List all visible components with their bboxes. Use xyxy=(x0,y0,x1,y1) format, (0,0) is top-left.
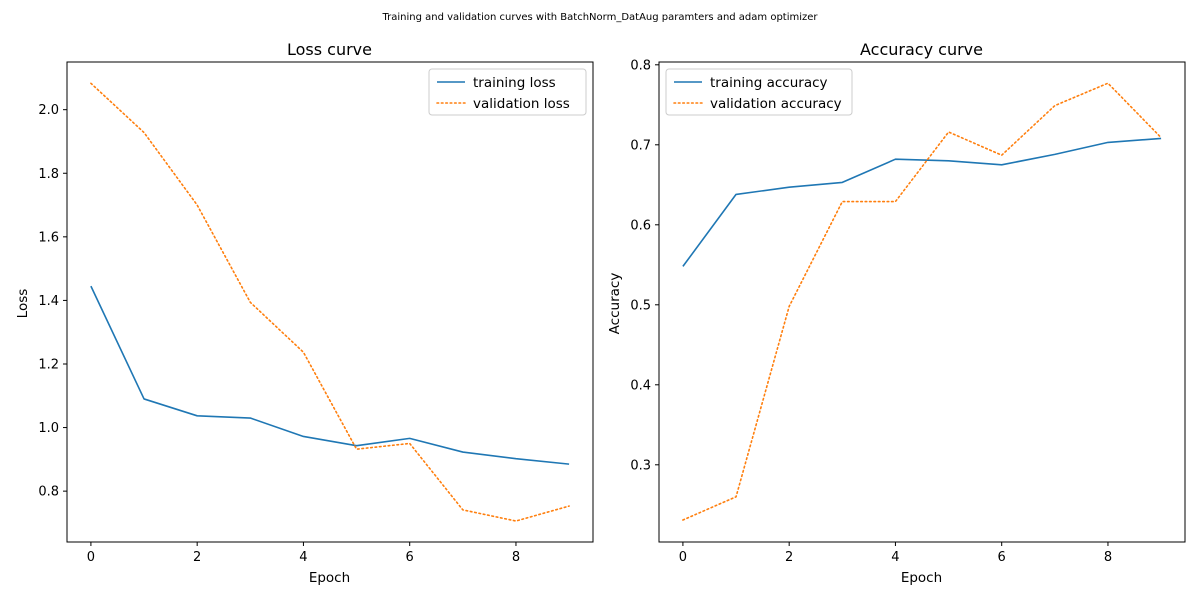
accuracy-chart-xtick-label: 2 xyxy=(785,550,793,565)
loss-chart-xlabel: Epoch xyxy=(309,570,350,586)
accuracy-chart-xlabel: Epoch xyxy=(901,570,942,586)
accuracy-chart-xtick-label: 4 xyxy=(891,550,899,565)
loss-chart-ylabel: Loss xyxy=(15,289,31,319)
loss-chart-xtick-label: 4 xyxy=(299,550,307,565)
loss-chart-xtick-label: 0 xyxy=(87,550,95,565)
accuracy-chart-xtick-label: 6 xyxy=(998,550,1006,565)
loss-chart-ytick-label: 1.0 xyxy=(38,421,59,436)
loss-chart-legend-box xyxy=(428,68,587,116)
accuracy-chart-legend-label: training accuracy xyxy=(710,75,828,91)
loss-chart-xtick-label: 6 xyxy=(406,550,414,565)
accuracy-chart-title: Accuracy curve xyxy=(860,40,983,59)
loss-chart-ytick-label: 1.6 xyxy=(38,230,59,245)
loss-chart-plot-frame xyxy=(66,61,594,543)
loss-chart-title: Loss curve xyxy=(287,40,372,59)
figure-suptitle: Training and validation curves with Batc… xyxy=(381,12,818,23)
accuracy-chart-ytick-label: 0.3 xyxy=(630,458,651,473)
accuracy-chart-series-validation-line xyxy=(682,82,1162,521)
loss-chart: Loss curve Epoch Loss 0 2 4 6 8 0.8 1.0 1.2 1.4 1… xyxy=(15,40,594,586)
accuracy-chart-ytick-label: 0.6 xyxy=(630,218,651,233)
accuracy-chart-legend-label: validation accuracy xyxy=(710,96,842,112)
loss-chart-series-validation-line xyxy=(90,82,570,522)
loss-chart-legend-label: training loss xyxy=(473,75,556,91)
loss-chart-ytick-label: 0.8 xyxy=(38,485,59,500)
accuracy-chart-legend: training accuracy validation accuracy xyxy=(665,68,853,116)
accuracy-chart-ylabel: Accuracy xyxy=(607,273,623,335)
loss-chart-xtick-label: 8 xyxy=(512,550,520,565)
accuracy-chart-series-training-line xyxy=(682,137,1162,267)
loss-chart-ytick-label: 2.0 xyxy=(38,103,59,118)
accuracy-chart-plot-frame xyxy=(658,61,1186,543)
accuracy-chart-ytick-label: 0.5 xyxy=(630,298,651,313)
accuracy-chart-xtick-label: 0 xyxy=(679,550,687,565)
loss-chart-ytick-label: 1.2 xyxy=(38,357,59,372)
accuracy-chart-ytick-label: 0.4 xyxy=(630,378,651,393)
accuracy-chart-legend-box xyxy=(665,68,853,116)
accuracy-chart-ytick-label: 0.7 xyxy=(630,138,651,153)
accuracy-chart: Accuracy curve Epoch Accuracy 0 2 4 6 8 0.3 0.… xyxy=(607,40,1186,586)
loss-chart-ytick-label: 1.4 xyxy=(38,294,59,309)
loss-chart-legend: training loss validation loss xyxy=(428,68,587,116)
loss-chart-xtick-label: 2 xyxy=(193,550,201,565)
accuracy-chart-xtick-label: 8 xyxy=(1104,550,1112,565)
loss-chart-ytick-label: 1.8 xyxy=(38,167,59,182)
accuracy-chart-ytick-label: 0.8 xyxy=(630,58,651,73)
loss-chart-series-training-line xyxy=(90,285,570,465)
loss-chart-legend-label: validation loss xyxy=(473,96,570,112)
